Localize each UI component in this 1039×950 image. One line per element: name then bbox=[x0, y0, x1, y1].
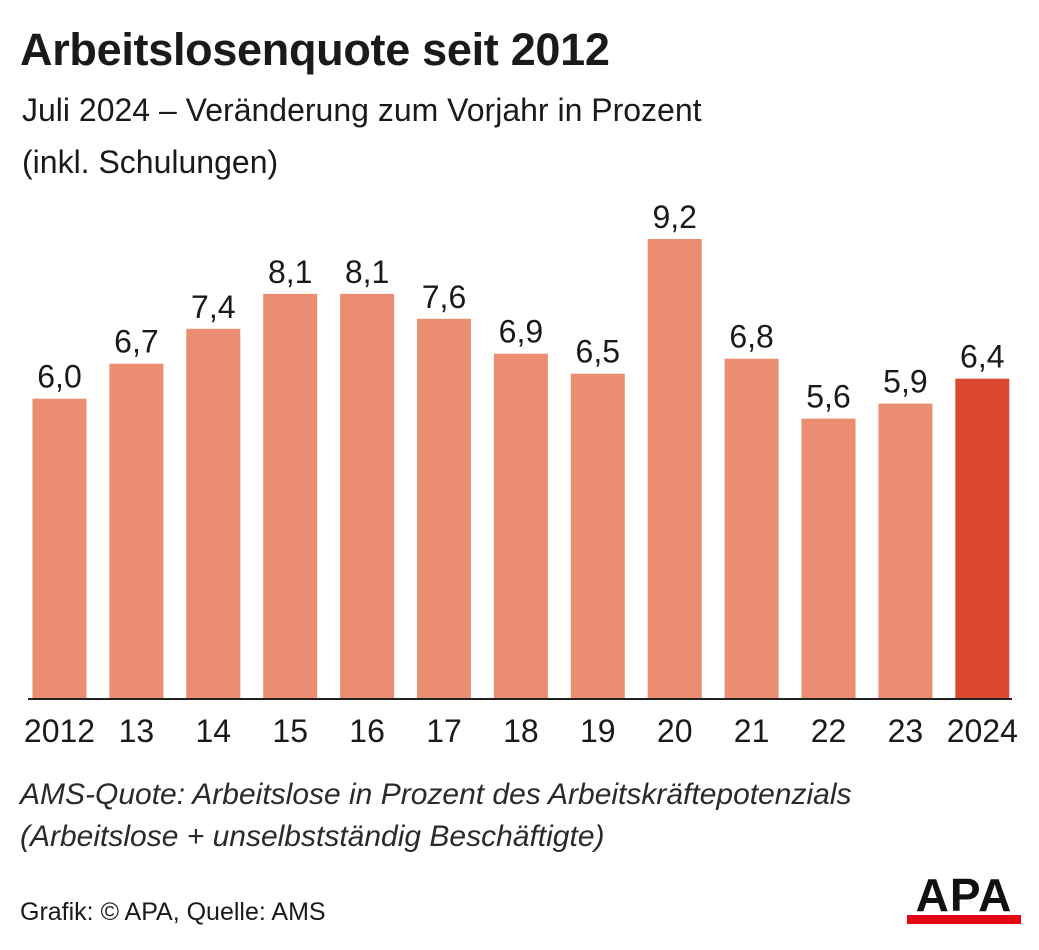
value-label-2012: 6,0 bbox=[37, 359, 81, 395]
x-tick-label-14: 14 bbox=[196, 713, 232, 749]
value-label-16: 8,1 bbox=[345, 254, 389, 290]
apa-logo-text: APA bbox=[915, 869, 1013, 921]
bar-19 bbox=[570, 373, 625, 698]
value-label-22: 5,6 bbox=[806, 379, 850, 415]
x-tick-label-16: 16 bbox=[349, 713, 385, 749]
subtitle-line-1: Juli 2024 – Veränderung zum Vorjahr in P… bbox=[22, 92, 702, 128]
bar-15 bbox=[263, 293, 318, 698]
bar-17 bbox=[417, 318, 471, 698]
x-tick-label-20: 20 bbox=[657, 713, 693, 749]
value-label-23: 5,9 bbox=[883, 364, 927, 400]
note-line-2: (Arbeitslose + unselbstständig Beschäfti… bbox=[20, 820, 605, 853]
bar-22 bbox=[801, 418, 856, 698]
x-tick-label-2012: 2012 bbox=[24, 713, 95, 749]
bar-13 bbox=[109, 363, 164, 698]
bar-2012 bbox=[32, 398, 87, 698]
chart-title: Arbeitslosenquote seit 2012 bbox=[20, 24, 610, 75]
x-tick-label-2024: 2024 bbox=[947, 713, 1018, 749]
bar-14 bbox=[186, 328, 241, 698]
bar-2024 bbox=[955, 378, 1010, 698]
subtitle-line-2: (inkl. Schulungen) bbox=[22, 144, 279, 180]
value-label-19: 6,5 bbox=[576, 334, 620, 370]
x-tick-label-19: 19 bbox=[580, 713, 616, 749]
value-label-21: 6,8 bbox=[729, 319, 773, 355]
bar-20 bbox=[647, 239, 702, 698]
x-tick-label-23: 23 bbox=[888, 713, 924, 749]
source-credit: Grafik: © APA, Quelle: AMS bbox=[20, 898, 326, 926]
bar-18 bbox=[493, 353, 548, 698]
chart-note: AMS-Quote: Arbeitslose in Prozent des Ar… bbox=[20, 774, 1030, 858]
x-tick-label-15: 15 bbox=[272, 713, 308, 749]
value-label-14: 7,4 bbox=[191, 289, 235, 325]
value-label-20: 9,2 bbox=[652, 199, 696, 235]
x-tick-label-13: 13 bbox=[119, 713, 155, 749]
bar-16 bbox=[340, 293, 395, 698]
chart-subtitle: Juli 2024 – Veränderung zum Vorjahr in P… bbox=[22, 84, 1022, 188]
x-tick-label-22: 22 bbox=[811, 713, 847, 749]
apa-logo-bar bbox=[907, 915, 1021, 924]
apa-logo: APA bbox=[905, 870, 1023, 926]
bar-23 bbox=[878, 403, 933, 698]
value-label-17: 7,6 bbox=[422, 279, 466, 315]
value-label-2024: 6,4 bbox=[960, 339, 1004, 375]
note-line-1: AMS-Quote: Arbeitslose in Prozent des Ar… bbox=[20, 778, 852, 811]
value-label-13: 6,7 bbox=[114, 324, 158, 360]
x-tick-label-21: 21 bbox=[734, 713, 770, 749]
bar-21 bbox=[724, 358, 779, 698]
value-label-18: 6,9 bbox=[499, 314, 543, 350]
x-tick-label-17: 17 bbox=[426, 713, 462, 749]
value-label-15: 8,1 bbox=[268, 254, 312, 290]
x-tick-label-18: 18 bbox=[503, 713, 539, 749]
